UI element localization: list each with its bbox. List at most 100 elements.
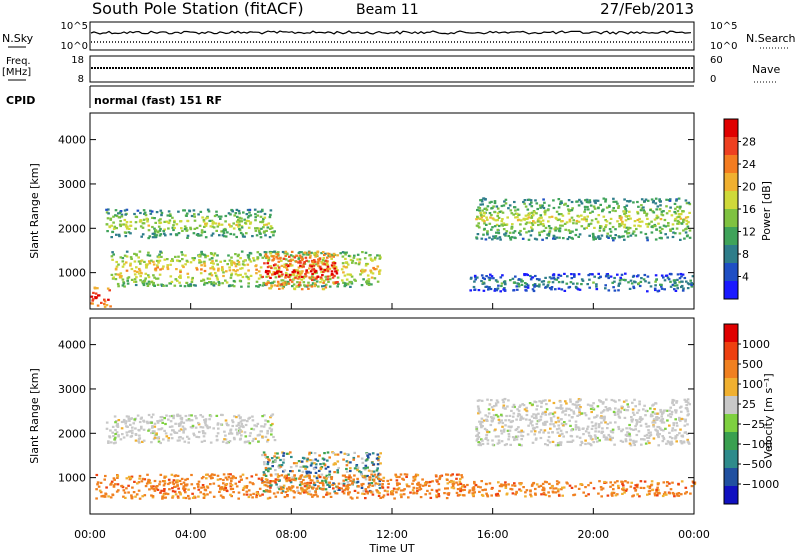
velocity-echo-cell xyxy=(260,430,263,433)
power-echo-cell xyxy=(259,274,262,277)
power-echo-cell xyxy=(519,229,522,233)
velocity-echo-cell xyxy=(522,486,525,489)
power-echo-cell xyxy=(542,283,545,286)
velocity-echo-cell xyxy=(195,435,198,438)
power-echo-cell xyxy=(656,216,660,219)
velocity-echo-cell xyxy=(217,427,220,430)
velocity-echo-cell xyxy=(345,470,349,473)
velocity-echo-cell xyxy=(250,475,254,478)
power-echo-cell xyxy=(300,256,303,259)
velocity-echo-cell xyxy=(350,482,354,485)
power-echo-cell xyxy=(210,261,213,264)
power-echo-cell xyxy=(162,230,165,233)
velocity-echo-cell xyxy=(325,474,329,477)
power-echo-cell xyxy=(493,289,497,292)
velocity-echo-cell xyxy=(308,453,311,456)
power-echo-cell xyxy=(594,237,597,240)
power-echo-cell xyxy=(215,276,219,279)
power-echo-cell xyxy=(114,273,118,276)
power-echo-cell xyxy=(148,262,152,265)
velocity-echo-cell xyxy=(268,489,271,492)
power-echo-cell xyxy=(495,205,499,208)
velocity-echo-cell xyxy=(168,425,172,428)
power-echo-cell xyxy=(314,282,317,285)
velocity-echo-cell xyxy=(618,416,622,419)
velocity-echo-cell xyxy=(417,481,420,484)
power-echo-cell xyxy=(344,253,347,256)
power-echo-cell xyxy=(220,230,223,233)
velocity-echo-cell xyxy=(443,492,446,495)
power-echo-cell xyxy=(229,225,232,228)
power-echo-cell xyxy=(523,227,526,230)
power-echo-cell xyxy=(304,273,307,276)
power-echo-cell xyxy=(659,231,663,234)
velocity-echo-cell xyxy=(127,475,131,478)
velocity-echo-cell xyxy=(151,426,154,429)
power-echo-cell xyxy=(499,290,502,293)
power-echo-cell xyxy=(577,204,581,207)
power-echo-cell xyxy=(139,225,143,228)
velocity-echo-cell xyxy=(671,427,675,430)
velocity-echo-cell xyxy=(593,416,596,419)
power-echo-cell xyxy=(679,205,682,208)
power-echo-cell xyxy=(639,225,642,228)
power-echo-cell xyxy=(261,275,264,278)
velocity-echo-cell xyxy=(449,480,453,483)
power-echo-cell xyxy=(304,275,308,278)
power-echo-cell xyxy=(552,273,556,276)
power-echo-cell xyxy=(236,215,239,218)
velocity-echo-cell xyxy=(515,418,518,421)
power-echo-cell xyxy=(620,273,624,276)
velocity-echo-cell xyxy=(262,490,266,493)
velocity-echo-cell xyxy=(260,477,264,480)
power-echo-cell xyxy=(147,280,151,283)
velocity-echo-cell xyxy=(116,423,119,426)
velocity-echo-cell xyxy=(326,493,330,496)
velocity-echo-cell xyxy=(316,479,319,482)
power-echo-cell xyxy=(599,237,602,240)
power-echo-cell xyxy=(275,272,279,275)
velocity-echo-cell xyxy=(219,423,223,426)
velocity-echo-cell xyxy=(199,426,203,429)
velocity-echo-cell xyxy=(114,432,117,436)
velocity-echo-cell xyxy=(419,487,423,491)
power-echo-cell xyxy=(247,285,250,288)
velocity-echo-cell xyxy=(530,484,534,487)
velocity-echo-cell xyxy=(521,430,525,433)
velocity-echo-cell xyxy=(460,485,464,488)
velocity-echo-cell xyxy=(538,400,541,403)
velocity-echo-cell xyxy=(125,487,128,490)
power-echo-cell xyxy=(489,273,492,276)
velocity-echo-cell xyxy=(342,492,346,495)
power-echo-cell xyxy=(476,215,479,218)
velocity-echo-cell xyxy=(489,423,493,427)
velocity-echo-cell xyxy=(313,475,316,478)
velocity-echo-cell xyxy=(300,481,303,484)
power-echo-cell xyxy=(528,203,532,206)
velocity-echo-cell xyxy=(659,427,662,430)
velocity-echo-cell xyxy=(257,434,261,437)
velocity-echo-cell xyxy=(197,436,201,439)
velocity-echo-cell xyxy=(251,419,255,422)
velocity-echo-cell xyxy=(305,488,309,491)
velocity-echo-cell xyxy=(632,413,636,416)
velocity-echo-cell xyxy=(446,487,449,490)
velocity-echo-cell xyxy=(364,497,367,500)
velocity-echo-cell xyxy=(502,404,506,407)
velocity-echo-cell xyxy=(356,480,360,483)
velocity-echo-cell xyxy=(381,496,385,499)
velocity-echo-cell xyxy=(386,490,389,493)
velocity-echo-cell xyxy=(175,431,179,434)
velocity-echo-cell xyxy=(180,418,184,421)
power-echo-cell xyxy=(685,227,688,230)
power-echo-cell xyxy=(181,253,184,256)
power-echo-cell xyxy=(174,255,177,258)
velocity-echo-cell xyxy=(535,422,539,426)
velocity-echo-cell xyxy=(564,400,567,403)
velocity-echo-cell xyxy=(533,426,536,429)
velocity-echo-cell xyxy=(140,416,143,419)
velocity-echo-cell xyxy=(184,487,187,490)
velocity-echo-cell xyxy=(111,431,114,434)
velocity-echo-cell xyxy=(507,483,510,486)
